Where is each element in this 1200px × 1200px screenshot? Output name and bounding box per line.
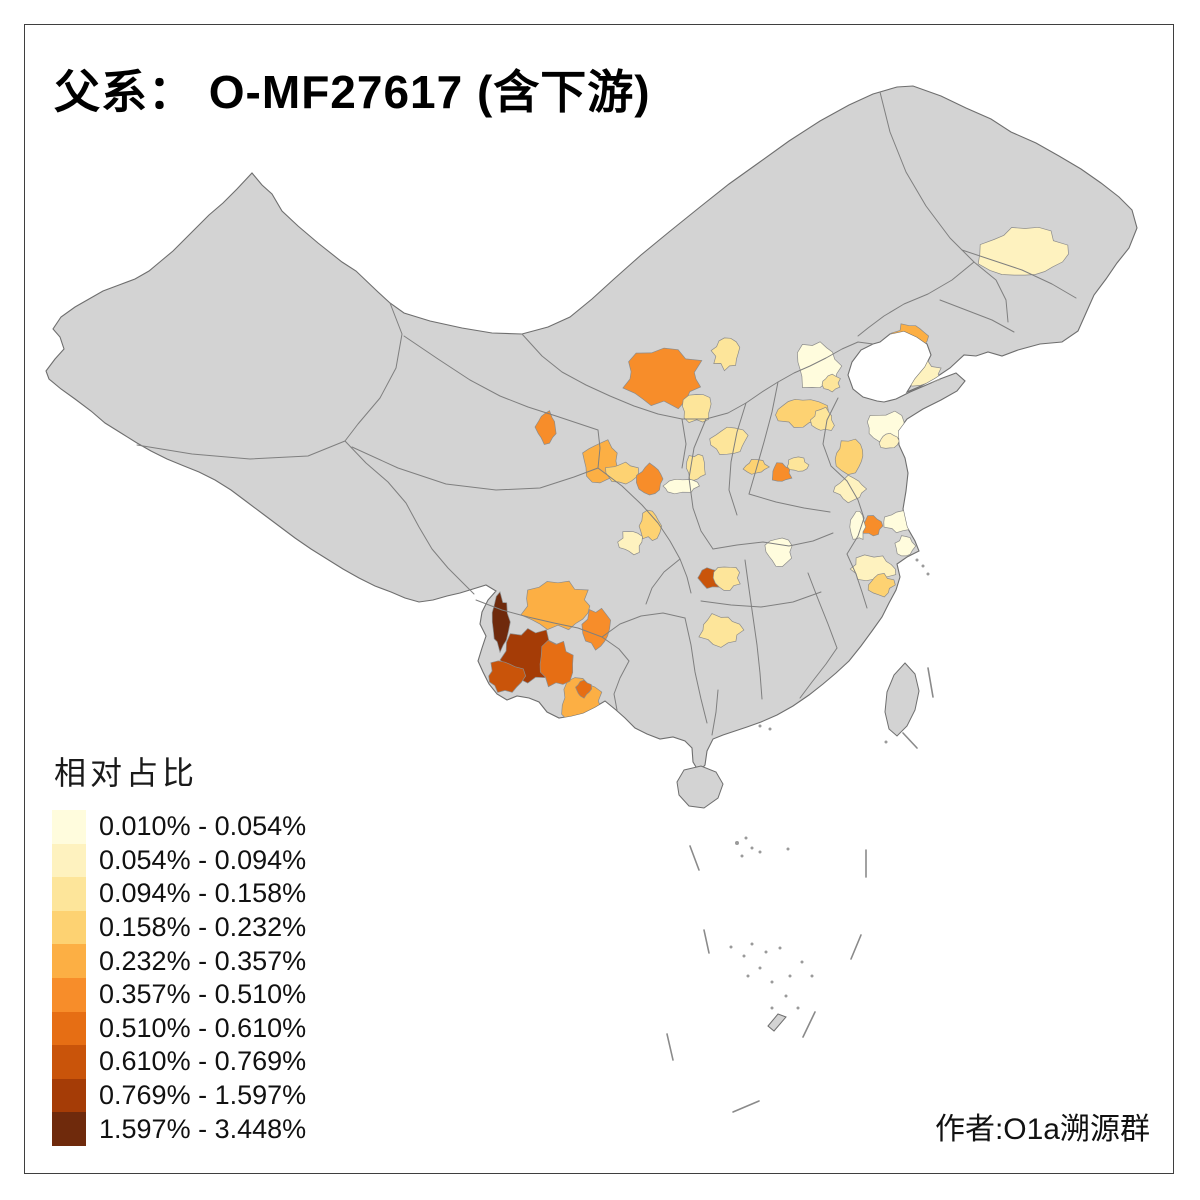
region-patch	[867, 573, 896, 598]
region-patch	[605, 461, 639, 485]
region-patch	[849, 510, 867, 541]
legend-swatch	[52, 977, 86, 1012]
legend-swatch	[52, 877, 86, 911]
region-patch	[534, 410, 557, 445]
region-patch	[520, 580, 591, 631]
region-patch	[581, 607, 611, 651]
region-patch	[709, 426, 749, 455]
region-patch	[894, 535, 917, 557]
region-patch	[821, 373, 841, 393]
region-patch	[491, 591, 511, 654]
legend-row: 0.610% - 0.769%	[52, 1045, 306, 1079]
legend-title: 相对占比	[54, 755, 199, 791]
legend-row: 0.158% - 0.232%	[52, 910, 307, 945]
taiwan-island	[884, 662, 920, 737]
region-patch	[712, 566, 741, 591]
legend-swatch	[52, 810, 86, 844]
region-patch	[878, 432, 900, 449]
legend-swatch	[52, 1011, 86, 1046]
prefecture-patches	[488, 226, 1069, 727]
legend-row: 0.357% - 0.510%	[52, 977, 307, 1012]
legend-row: 0.010% - 0.054%	[52, 810, 306, 844]
region-patch	[710, 337, 741, 372]
page-title: 父系： O-MF27617 (含下游)	[54, 66, 651, 118]
region-patch	[575, 679, 592, 699]
south-china-sea-dashes	[666, 558, 934, 1113]
region-patch	[834, 438, 864, 475]
plot-frame	[24, 24, 1174, 1174]
legend-rows: 0.010% - 0.054% 0.054% - 0.094% 0.094% - 0…	[52, 810, 306, 1146]
legend-label: 0.094% - 0.158%	[99, 878, 307, 909]
region-patch	[698, 613, 745, 648]
legend-swatch	[52, 944, 86, 978]
legend-swatch	[52, 843, 86, 878]
region-patch	[786, 456, 810, 472]
legend-label: 1.597% - 3.448%	[99, 1113, 307, 1144]
region-patch	[488, 660, 526, 693]
legend-row: 0.510% - 0.610%	[52, 1011, 307, 1046]
region-patch	[810, 406, 835, 431]
legend-label: 0.232% - 0.357%	[99, 945, 307, 976]
region-patch	[685, 453, 706, 481]
region-patch	[771, 462, 793, 482]
legend-swatch	[52, 910, 86, 945]
legend-row: 0.054% - 0.094%	[52, 843, 307, 878]
legend-row: 0.232% - 0.357%	[52, 944, 306, 978]
region-patch	[617, 531, 643, 556]
legend-swatch	[52, 1078, 86, 1113]
hainan-island	[676, 765, 724, 809]
legend-label: 0.054% - 0.094%	[99, 844, 307, 875]
legend-swatch	[52, 1112, 86, 1146]
legend-row: 0.094% - 0.158%	[52, 877, 306, 911]
legend-row: 1.597% - 3.448%	[52, 1112, 306, 1146]
legend-label: 0.510% - 0.610%	[99, 1012, 307, 1043]
region-patch	[539, 639, 574, 688]
legend: 相对占比 0.010% - 0.054% 0.054% - 0.094% 0.094…	[52, 748, 306, 1146]
legend-row: 0.769% - 1.597%	[52, 1078, 307, 1113]
legend-label: 0.769% - 1.597%	[99, 1080, 307, 1111]
legend-label: 0.010% - 0.054%	[99, 811, 307, 842]
author-credit: 作者:O1a溯源群	[934, 1113, 1150, 1146]
legend-label: 0.610% - 0.769%	[99, 1046, 307, 1077]
legend-swatch	[52, 1045, 86, 1079]
region-patch	[638, 509, 663, 542]
legend-label: 0.357% - 0.510%	[99, 979, 307, 1010]
region-patch	[636, 462, 664, 496]
region-patch	[742, 459, 770, 475]
legend-label: 0.158% - 0.232%	[99, 912, 307, 943]
province-borders	[136, 91, 1077, 736]
